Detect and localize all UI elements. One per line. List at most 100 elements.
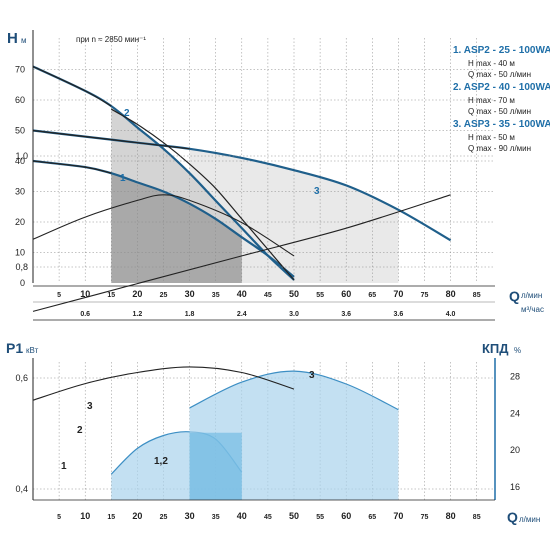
h-axis-unit: м bbox=[21, 36, 27, 45]
q-tick-label: 40 bbox=[237, 289, 247, 299]
q-tick-label: 75 bbox=[421, 292, 429, 299]
q-tick-label: 20 bbox=[132, 289, 142, 299]
head-ticks: 0 10 20 30 40 50 60 70 5 10 15 20 25 30 35 40 45 50 55 60 65… bbox=[15, 65, 481, 319]
speed-note: при n ≈ 2850 мин⁻¹ bbox=[76, 35, 146, 44]
p-tick-label: 0,6 bbox=[15, 373, 28, 383]
q-tick-label: 15 bbox=[107, 292, 115, 299]
q-tick-label-bottom: 75 bbox=[421, 514, 429, 521]
curve-label-3: 3 bbox=[314, 186, 320, 197]
q-tick-label: 65 bbox=[368, 292, 376, 299]
q-tick-label-bottom: 15 bbox=[107, 514, 115, 521]
m3h-tick-label: 0.6 bbox=[80, 311, 90, 318]
m3h-tick-label: 1.2 bbox=[133, 311, 143, 318]
q-unit-lpm-top: л/мин bbox=[521, 291, 542, 300]
legend-qmax-1: Q max - 50 л/мин bbox=[468, 70, 531, 79]
q-tick-label-bottom: 20 bbox=[132, 511, 142, 521]
h-tick-label: 60 bbox=[15, 95, 25, 105]
q-tick-label-bottom: 65 bbox=[368, 514, 376, 521]
q-tick-label-bottom: 25 bbox=[160, 514, 168, 521]
p-tick-label: 0,4 bbox=[15, 484, 28, 494]
q-tick-label-bottom: 30 bbox=[185, 511, 195, 521]
head-chart: 0 10 20 30 40 50 60 70 5 10 15 20 25 30 35 40 45 50 55 60 65… bbox=[7, 30, 550, 321]
legend-title-3: 3. ASP3 - 35 - 100WA bbox=[453, 119, 550, 130]
q-tick-label: 10 bbox=[80, 289, 90, 299]
curve-label-1: 1 bbox=[120, 173, 126, 184]
power-curve-3 bbox=[32, 194, 295, 257]
m3h-tick-label: 2.4 bbox=[237, 311, 247, 318]
power-curves bbox=[32, 194, 451, 401]
q-unit-m3h: м³/час bbox=[521, 305, 544, 314]
power-label-1: 1 bbox=[61, 461, 67, 472]
q-tick-label: 80 bbox=[446, 289, 456, 299]
power-label-2: 2 bbox=[77, 425, 83, 436]
power-curve-1 bbox=[32, 366, 295, 401]
h-tick-label: 10 bbox=[15, 248, 25, 258]
q-tick-label: 60 bbox=[341, 289, 351, 299]
q-tick-label-bottom: 35 bbox=[212, 514, 220, 521]
efficiency-curve-3 bbox=[189, 370, 399, 411]
power-curve-2 bbox=[32, 194, 451, 312]
head-curve-2-start bbox=[32, 65, 112, 107]
curve-label-2: 2 bbox=[124, 108, 130, 119]
q-tick-label: 30 bbox=[185, 289, 195, 299]
p-axis-unit: кВт bbox=[26, 346, 39, 355]
head-curve-1-start bbox=[32, 160, 112, 174]
eff-tick-label: 16 bbox=[510, 482, 520, 492]
head-curves bbox=[32, 65, 452, 281]
legend-qmax-3: Q max - 90 л/мин bbox=[468, 144, 531, 153]
q-tick-label-bottom: 10 bbox=[80, 511, 90, 521]
q-tick-label-bottom: 85 bbox=[473, 514, 481, 521]
q-axis-letter-top: Q bbox=[509, 288, 520, 304]
p-tick-label: 1,0 bbox=[15, 151, 28, 161]
head-curve-3-start bbox=[32, 129, 190, 150]
q-tick-label-bottom: 5 bbox=[57, 514, 61, 521]
power-label-3: 3 bbox=[87, 401, 93, 412]
eff-label-12: 1,2 bbox=[154, 456, 168, 467]
q-tick-label-bottom: 70 bbox=[393, 511, 403, 521]
q-tick-label: 5 bbox=[57, 292, 61, 299]
q-axis-letter-bottom: Q bbox=[507, 509, 518, 525]
efficiency-overlap bbox=[189, 432, 242, 500]
m3h-tick-label: 3.0 bbox=[289, 311, 299, 318]
eff-axis-unit: % bbox=[514, 346, 521, 355]
legend: 1. ASP2 - 25 - 100WA H max - 40 м Q max … bbox=[453, 45, 550, 153]
operating-bands bbox=[111, 106, 399, 283]
head-curve-aux bbox=[110, 108, 295, 281]
q-tick-label: 50 bbox=[289, 289, 299, 299]
eff-tick-label: 24 bbox=[510, 408, 520, 418]
eff-tick-label: 20 bbox=[510, 445, 520, 455]
head-axes bbox=[32, 30, 495, 321]
legend-hmax-3: H max - 50 м bbox=[468, 133, 515, 142]
m3h-tick-label: 3.6 bbox=[394, 311, 404, 318]
q-tick-label: 70 bbox=[393, 289, 403, 299]
q-tick-label: 35 bbox=[212, 292, 220, 299]
efficiency-curves bbox=[110, 370, 399, 500]
q-tick-label: 55 bbox=[316, 292, 324, 299]
legend-title-2: 2. ASP2 - 40 - 100WA bbox=[453, 82, 550, 93]
operating-band-1 bbox=[111, 173, 242, 283]
eff-axis-letter: КПД bbox=[482, 341, 509, 356]
q-tick-label-bottom: 50 bbox=[289, 511, 299, 521]
h-tick-label: 20 bbox=[15, 217, 25, 227]
q-tick-label-bottom: 40 bbox=[237, 511, 247, 521]
h-tick-label: 0 bbox=[20, 278, 25, 288]
h-tick-label: 40 bbox=[15, 156, 25, 166]
h-tick-label: 50 bbox=[15, 126, 25, 136]
q-tick-label: 25 bbox=[160, 292, 168, 299]
eff-tick-label: 28 bbox=[510, 372, 520, 382]
h-tick-label: 70 bbox=[15, 65, 25, 75]
p-axis-letter: P1 bbox=[6, 340, 23, 356]
p-tick-label: 0,8 bbox=[15, 262, 28, 272]
h-tick-label: 30 bbox=[15, 187, 25, 197]
q-tick-label-bottom: 45 bbox=[264, 514, 272, 521]
h-axis-letter: H bbox=[7, 30, 18, 47]
legend-qmax-2: Q max - 50 л/мин bbox=[468, 107, 531, 116]
m3h-tick-label: 4.0 bbox=[446, 311, 456, 318]
legend-title-1: 1. ASP2 - 25 - 100WA bbox=[453, 45, 550, 56]
m3h-tick-label: 3.6 bbox=[341, 311, 351, 318]
q-tick-label-bottom: 55 bbox=[316, 514, 324, 521]
